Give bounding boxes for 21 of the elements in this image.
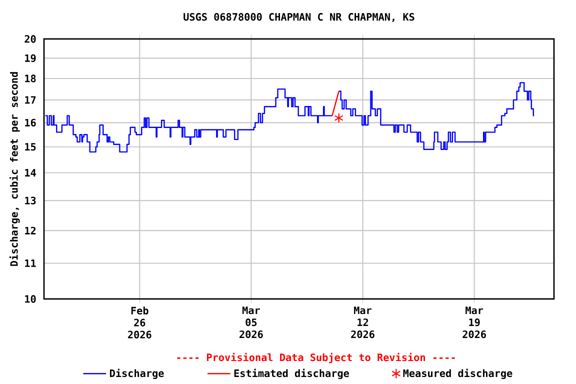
y-axis-title: Discharge, cubic feet per second [9, 72, 20, 266]
y-tick-label: 15 [25, 143, 36, 151]
y-tick-label: 14 [25, 169, 36, 176]
legend-label: Estimated discharge [234, 368, 349, 380]
x-tick-label: Mar 12 2026 [351, 306, 374, 338]
y-tick-label: 19 [25, 54, 36, 62]
y-tick-label: 13 [25, 196, 36, 204]
y-tick-label: 11 [25, 260, 36, 267]
y-tick-label: 12 [25, 226, 36, 234]
y-tick-label: 20 [24, 35, 36, 43]
y-tick-label: 10 [25, 295, 36, 303]
chart-title: USGS 06878000 CHAPMAN C NR CHAPMAN, KS [184, 13, 414, 22]
x-tick-label: Mar 19 2026 [462, 306, 486, 338]
x-tick-label: Mar 05 2026 [240, 306, 263, 338]
y-tick-label: 17 [25, 96, 36, 104]
y-tick-label: 16 [25, 118, 36, 127]
y-tick-label: 18 [25, 74, 36, 82]
legend-label: Discharge [110, 368, 164, 380]
legend-label: Measured discharge [403, 368, 512, 380]
text: ---- Provisional Data Subject to Revision ---- [177, 352, 455, 364]
x-tick-label: Feb 26 2026 [128, 306, 152, 338]
